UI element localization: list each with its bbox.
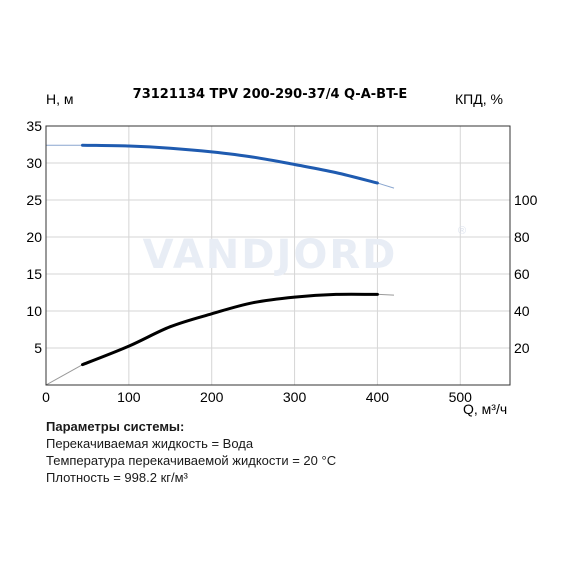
series-0-line	[81, 143, 379, 185]
y-right-tick-label: 80	[514, 229, 530, 245]
param-line-density: Плотность = 998.2 кг/м³	[46, 470, 188, 485]
y-right-tick-label: 100	[514, 192, 538, 208]
y-right-tick-label: 60	[514, 266, 530, 282]
x-tick-label: 200	[200, 389, 224, 405]
x-tick-label: 100	[117, 389, 141, 405]
chart-title: 73121134 TPV 200-290-37/4 Q-A-BT-E	[133, 87, 408, 102]
params-header: Параметры системы:	[46, 419, 185, 434]
y-right-tick-label: 20	[514, 340, 530, 356]
series-1-line	[81, 292, 379, 367]
x-tick-label: 500	[449, 389, 473, 405]
system-parameters: Параметры системы: Перекачиваемая жидкос…	[46, 418, 336, 486]
y-axis-right-label: КПД, %	[455, 91, 503, 107]
x-tick-label: 400	[366, 389, 390, 405]
series-1-extension-end	[377, 293, 395, 296]
x-tick-label: 0	[42, 389, 50, 405]
watermark-registered-mark: ®	[458, 225, 466, 237]
series-1-extension-start	[45, 364, 83, 386]
tick-labels: 0 100 200 300 400 500 5 10 15 20 25 30 35 20 40 60 80 100	[26, 118, 537, 405]
y-left-tick-label: 30	[26, 155, 42, 171]
y-axis-left-label: H, м	[46, 91, 74, 107]
y-left-tick-label: 35	[26, 118, 42, 134]
y-left-tick-label: 5	[34, 340, 42, 356]
plot-area-frame	[45, 125, 511, 386]
param-line-temperature: Температура перекачиваемой жидкости = 20…	[46, 453, 337, 468]
y-right-tick-label: 40	[514, 303, 530, 319]
y-left-tick-label: 10	[26, 303, 42, 319]
x-tick-label: 300	[283, 389, 307, 405]
x-axis-label: Q, м³/ч	[463, 401, 507, 417]
y-left-tick-label: 25	[26, 192, 42, 208]
param-line-fluid: Перекачиваемая жидкость = Вода	[46, 436, 254, 451]
y-left-tick-label: 15	[26, 266, 42, 282]
watermark-text: VANDJORD	[143, 232, 398, 278]
y-left-tick-label: 20	[26, 229, 42, 245]
series-group	[45, 143, 395, 386]
series-0-extension-end	[377, 182, 395, 189]
